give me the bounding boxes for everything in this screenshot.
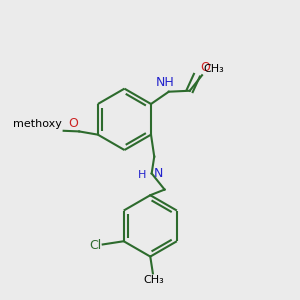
Text: O: O bbox=[200, 61, 210, 74]
Text: O: O bbox=[68, 117, 78, 130]
Text: Cl: Cl bbox=[89, 238, 101, 252]
Text: NH: NH bbox=[156, 76, 175, 89]
Text: H: H bbox=[137, 170, 146, 180]
Text: N: N bbox=[153, 167, 163, 180]
Text: methoxy: methoxy bbox=[14, 119, 62, 130]
Text: CH₃: CH₃ bbox=[143, 275, 164, 285]
Text: CH₃: CH₃ bbox=[203, 64, 224, 74]
